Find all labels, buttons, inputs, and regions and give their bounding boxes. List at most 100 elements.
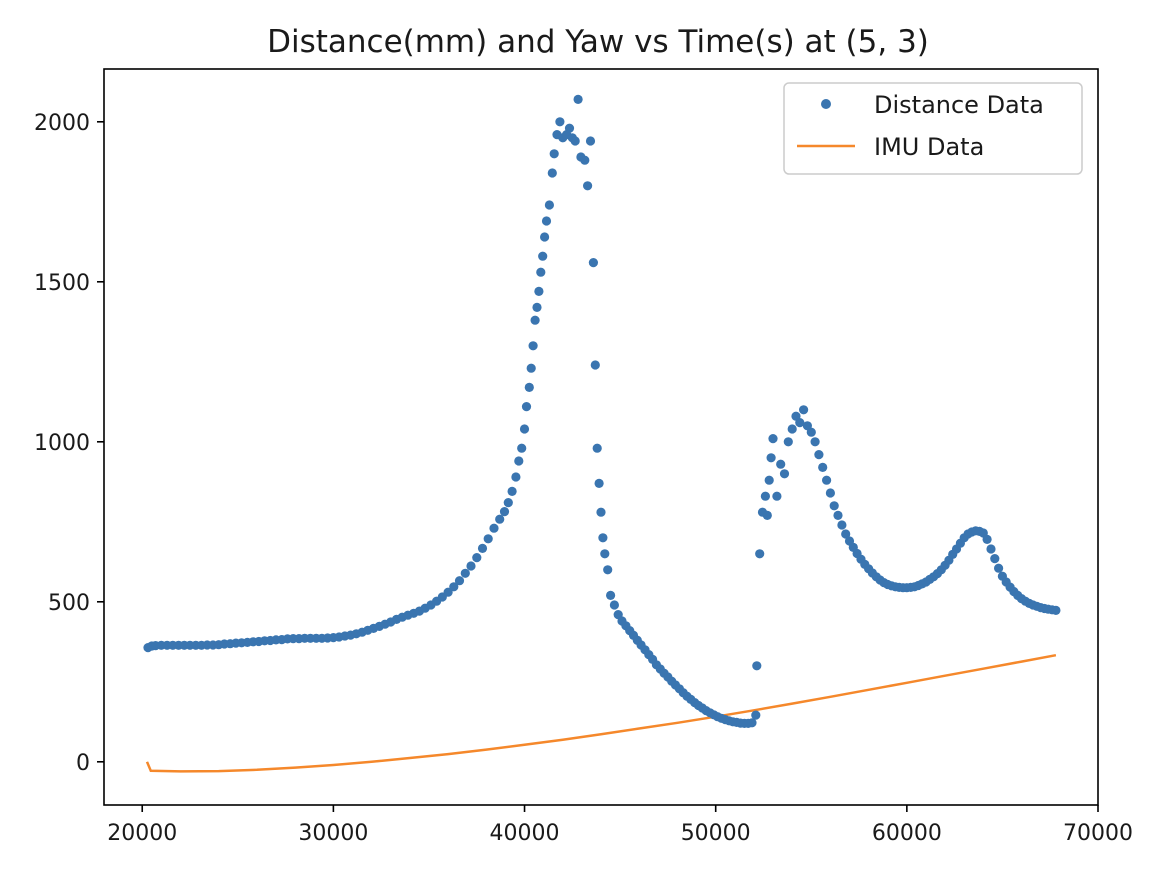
distance-data-point — [760, 491, 771, 501]
distance-data-point — [532, 302, 542, 312]
distance-data-point — [580, 155, 590, 165]
distance-data-point — [606, 590, 616, 601]
distance-data-point — [609, 600, 620, 610]
distance-data-point — [466, 561, 476, 571]
distance-data-point — [799, 405, 809, 415]
distance-data-point — [783, 437, 793, 447]
distance-data-point — [592, 443, 602, 453]
distance-data-point — [590, 360, 600, 370]
x-tick-label: 60000 — [872, 821, 942, 846]
distance-data-point — [990, 554, 1000, 564]
chart-title: Distance(mm) and Yaw vs Time(s) at (5, 3… — [267, 24, 929, 60]
y-tick-label: 0 — [76, 751, 90, 776]
distance-data-point — [540, 232, 550, 242]
distance-data-point — [768, 434, 778, 444]
distance-data-point — [534, 286, 544, 296]
y-tick-label: 500 — [48, 591, 90, 616]
distance-data-point — [787, 424, 797, 434]
distance-data-point — [795, 418, 805, 428]
distance-data-point — [751, 710, 761, 720]
distance-data-point — [762, 510, 772, 520]
x-tick-label: 20000 — [107, 821, 177, 846]
axes-frame — [103, 68, 1099, 806]
legend-marker-distance — [821, 99, 831, 109]
distance-data-point — [818, 462, 828, 472]
distance-data-point — [519, 424, 530, 434]
legend-label-distance: Distance Data — [874, 91, 1044, 119]
x-axis: 20000 30000 40000 50000 60000 70000 — [107, 805, 1133, 846]
distance-data-point — [541, 216, 552, 226]
distance-data-point — [514, 456, 524, 466]
distance-data-point — [454, 576, 465, 586]
distance-data-point — [600, 549, 610, 559]
y-axis: 0 500 1000 1500 2000 — [34, 111, 104, 776]
distance-data-point — [549, 149, 559, 159]
distance-data-point — [526, 363, 536, 373]
distance-data-point — [570, 136, 580, 146]
distance-data-point — [460, 568, 470, 578]
distance-data-point — [810, 437, 820, 447]
distance-data-point — [585, 136, 596, 146]
distance-data-point — [986, 544, 996, 554]
distance-data-point — [755, 549, 765, 559]
y-tick-label: 1000 — [34, 431, 90, 456]
y-tick-label: 1500 — [34, 271, 90, 296]
distance-data-point — [833, 510, 843, 520]
distance-data-point — [747, 718, 757, 728]
distance-data-point — [822, 475, 832, 485]
x-tick-label: 70000 — [1063, 821, 1133, 846]
distance-data-point — [1051, 605, 1061, 616]
distance-data-point — [588, 258, 599, 268]
distance-data-point — [472, 553, 482, 563]
distance-data-point — [555, 117, 565, 127]
distance-data-point — [837, 520, 847, 530]
x-tick-label: 50000 — [681, 821, 751, 846]
distance-data-point — [547, 168, 557, 178]
x-tick-label: 40000 — [490, 821, 560, 846]
distance-data-point — [982, 534, 992, 545]
distance-data-point — [776, 459, 786, 469]
distance-data-point — [596, 507, 606, 517]
distance-data-point — [814, 450, 824, 460]
distance-data-point — [530, 315, 540, 325]
distance-data-point — [524, 382, 534, 392]
y-tick-label: 2000 — [34, 111, 90, 136]
distance-data-point — [528, 341, 538, 351]
distance-data-point — [544, 200, 555, 210]
distance-data-point — [829, 501, 839, 511]
distance-data-point — [594, 478, 604, 488]
distance-data-point — [477, 543, 488, 554]
distance-data-point — [517, 443, 527, 453]
distance-data-point — [511, 472, 521, 482]
distance-data-point — [499, 507, 510, 517]
distance-data-point — [766, 453, 776, 463]
distance-data-point — [483, 534, 493, 544]
imu-data-line — [145, 653, 1057, 773]
distance-data-point — [779, 469, 790, 479]
legend-box — [783, 82, 1083, 175]
distance-data-point — [489, 523, 499, 533]
distance-data-point — [507, 486, 517, 496]
distance-data-point — [752, 661, 762, 671]
distance-data-point — [564, 123, 575, 133]
distance-data-point — [841, 529, 851, 539]
series-layer — [143, 94, 1061, 773]
distance-data-point — [521, 402, 532, 412]
distance-data-point — [603, 565, 613, 575]
plot-area — [103, 68, 1099, 806]
distance-data-point — [825, 488, 836, 498]
distance-data-point — [806, 427, 816, 437]
distance-data-point — [583, 181, 593, 191]
distance-data-point — [772, 491, 782, 501]
distance-data-point — [495, 514, 505, 524]
distance-data-point — [573, 94, 583, 104]
legend: Distance Data IMU Data — [783, 82, 1083, 175]
distance-data-point — [443, 587, 453, 597]
distance-data-point — [994, 563, 1004, 573]
distance-data-point — [536, 267, 546, 277]
distance-data-point — [503, 498, 513, 508]
x-tick-label: 30000 — [298, 821, 368, 846]
distance-data-point — [538, 251, 548, 261]
legend-label-imu: IMU Data — [874, 133, 984, 161]
